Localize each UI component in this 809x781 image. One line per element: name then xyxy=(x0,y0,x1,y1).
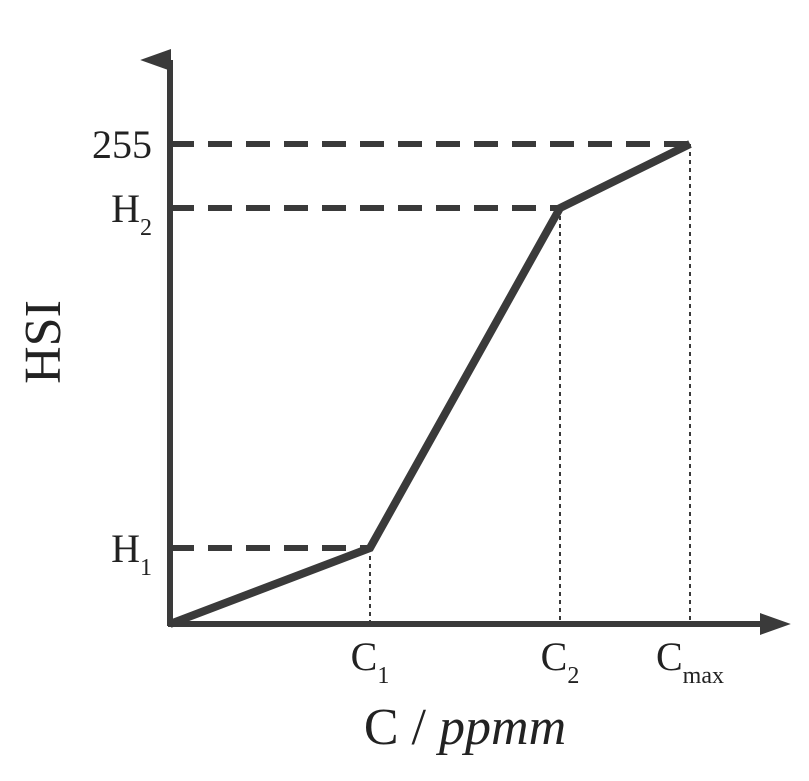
ytick-H1: H1 xyxy=(111,526,152,581)
ytick-H2: H2 xyxy=(111,186,152,241)
xtick-C2: C2 xyxy=(541,634,580,689)
chart-svg: 255 H2 H1 C1 C2 Cmax HSI C / ppmm xyxy=(0,0,809,781)
hsi-vs-c-chart: 255 H2 H1 C1 C2 Cmax HSI C / ppmm xyxy=(0,0,809,781)
xtick-Cmax: Cmax xyxy=(656,634,724,689)
y-axis-label: HSI xyxy=(15,300,72,384)
xtick-C1: C1 xyxy=(351,634,390,689)
ytick-Y255: 255 xyxy=(92,122,152,167)
x-axis-label: C / ppmm xyxy=(364,699,566,756)
piecewise-line xyxy=(170,144,690,624)
